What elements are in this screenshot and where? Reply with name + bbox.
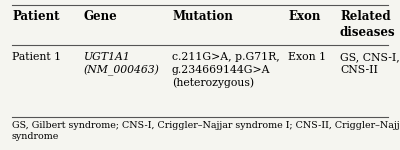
Text: Patient: Patient: [12, 10, 60, 23]
Text: Exon: Exon: [288, 10, 320, 23]
Text: c.211G>A, p.G71R,
g.234669144G>A
(heterozygous): c.211G>A, p.G71R, g.234669144G>A (hetero…: [172, 52, 280, 88]
Text: Related
diseases: Related diseases: [340, 10, 396, 39]
Text: GS, CNS-I,
CNS-II: GS, CNS-I, CNS-II: [340, 52, 400, 75]
Text: Patient 1: Patient 1: [12, 52, 61, 62]
Text: Gene: Gene: [84, 10, 118, 23]
Text: UGT1A1
(NM_000463): UGT1A1 (NM_000463): [84, 52, 160, 76]
Text: Exon 1: Exon 1: [288, 52, 326, 62]
Text: Mutation: Mutation: [172, 10, 233, 23]
Text: GS, Gilbert syndrome; CNS-I, Criggler–Najjar syndrome I; CNS-II, Criggler–Najjar: GS, Gilbert syndrome; CNS-I, Criggler–Na…: [12, 121, 400, 141]
